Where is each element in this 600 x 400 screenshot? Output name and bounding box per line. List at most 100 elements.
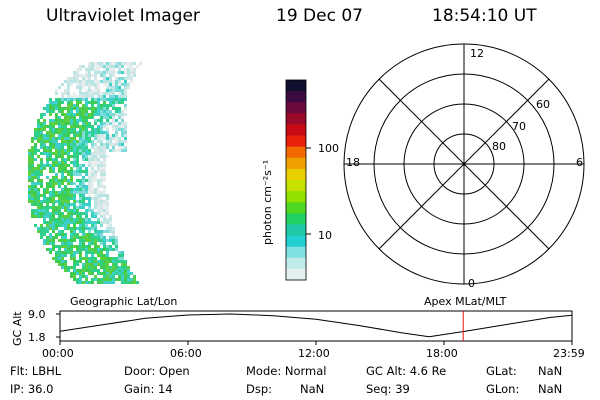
aurora-pixel [124,83,127,86]
aurora-pixel [130,80,133,83]
aurora-pixel [37,191,40,194]
aurora-pixel [85,101,88,104]
aurora-pixel [94,191,97,194]
aurora-pixel [139,62,142,65]
aurora-pixel [97,206,100,209]
aurora-pixel [115,86,118,89]
aurora-pixel [76,95,79,98]
aurora-pixel [46,221,49,224]
aurora-pixel [91,185,94,188]
aurora-pixel [37,230,40,233]
aurora-pixel [52,248,55,251]
aurora-pixel [82,83,85,86]
aurora-pixel [106,281,109,284]
aurora-pixel [34,215,37,218]
aurora-pixel [124,128,127,131]
aurora-pixel [31,209,34,212]
aurora-pixel [73,161,76,164]
aurora-pixel [46,203,49,206]
aurora-pixel [85,227,88,230]
aurora-pixel [73,113,76,116]
aurora-pixel [88,239,91,242]
aurora-pixel [67,182,70,185]
aurora-pixel [40,116,43,119]
aurora-pixel [55,113,58,116]
aurora-pixel [118,275,121,278]
aurora-pixel [70,245,73,248]
aurora-pixel [34,143,37,146]
aurora-pixel [76,209,79,212]
aurora-pixel [61,137,64,140]
aurora-pixel [94,269,97,272]
aurora-pixel [103,170,106,173]
aurora-pixel [112,137,115,140]
aurora-pixel [97,71,100,74]
aurora-pixel [94,131,97,134]
aurora-pixel [127,281,130,284]
aurora-pixel [85,137,88,140]
aurora-pixel [73,224,76,227]
aurora-pixel [112,233,115,236]
aurora-pixel [97,83,100,86]
aurora-pixel [133,275,136,278]
aurora-pixel [79,89,82,92]
aurora-pixel [112,113,115,116]
aurora-pixel [79,167,82,170]
aurora-pixel [79,227,82,230]
aurora-pixel [115,140,118,143]
aurora-pixel [94,176,97,179]
aurora-pixel [109,95,112,98]
aurora-pixel [85,152,88,155]
aurora-pixel [121,275,124,278]
aurora-pixel [58,212,61,215]
aurora-pixel [109,110,112,113]
aurora-pixel [55,182,58,185]
aurora-pixel [37,155,40,158]
aurora-pixel [106,140,109,143]
aurora-pixel [82,125,85,128]
aurora-pixel [118,278,121,281]
aurora-pixel [115,143,118,146]
aurora-pixel [94,155,97,158]
aurora-pixel [52,137,55,140]
aurora-pixel [61,92,64,95]
aurora-pixel [37,137,40,140]
aurora-pixel [100,92,103,95]
aurora-pixel [46,110,49,113]
aurora-pixel [82,137,85,140]
aurora-pixel [70,179,73,182]
aurora-pixel [106,77,109,80]
aurora-pixel [64,206,67,209]
aurora-pixel [79,128,82,131]
aurora-pixel [64,89,67,92]
aurora-pixel [64,233,67,236]
aurora-pixel [52,200,55,203]
aurora-pixel [28,161,31,164]
aurora-pixel [55,236,58,239]
info-gain: Gain: 14 [124,382,173,396]
aurora-pixel [70,221,73,224]
aurora-pixel [70,128,73,131]
aurora-pixel [70,137,73,140]
aurora-pixel [58,101,61,104]
aurora-pixel [82,152,85,155]
aurora-pixel [64,107,67,110]
aurora-pixel [91,101,94,104]
aurora-pixel [88,206,91,209]
aurora-pixel [55,224,58,227]
aurora-pixel [34,167,37,170]
aurora-pixel [112,119,115,122]
aurora-pixel [64,131,67,134]
aurora-pixel [28,176,31,179]
aurora-pixel [91,272,94,275]
aurora-pixel [97,164,100,167]
aurora-pixel [52,221,55,224]
aurora-pixel [94,62,97,65]
aurora-pixel [91,68,94,71]
aurora-pixel [121,98,124,101]
colorbar-swatch [286,168,306,181]
aurora-pixel [34,200,37,203]
aurora-pixel [79,149,82,152]
aurora-pixel [124,68,127,71]
aurora-pixel [115,101,118,104]
